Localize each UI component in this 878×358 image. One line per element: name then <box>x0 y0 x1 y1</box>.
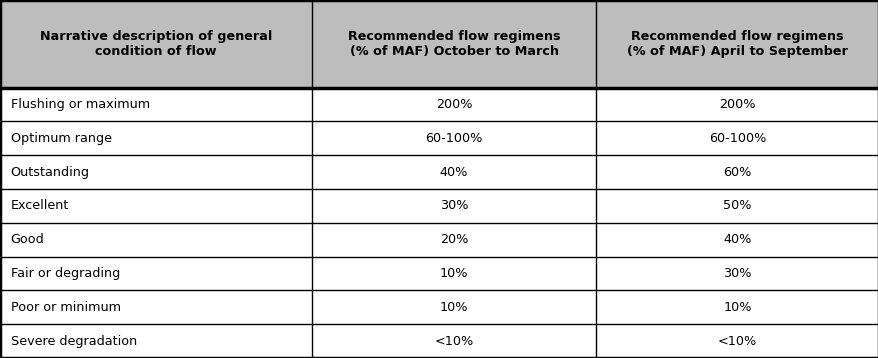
Bar <box>312 290 595 324</box>
Text: 60-100%: 60-100% <box>708 132 766 145</box>
Bar <box>0 155 312 189</box>
Bar <box>595 223 878 257</box>
Text: 40%: 40% <box>439 166 468 179</box>
Bar <box>0 0 312 88</box>
Text: 60%: 60% <box>723 166 751 179</box>
Text: Excellent: Excellent <box>11 199 68 212</box>
Text: <10%: <10% <box>434 335 473 348</box>
Text: Narrative description of general
condition of flow: Narrative description of general conditi… <box>40 30 272 58</box>
Text: Recommended flow regimens
(% of MAF) October to March: Recommended flow regimens (% of MAF) Oct… <box>348 30 559 58</box>
Text: 10%: 10% <box>723 301 751 314</box>
Text: Recommended flow regimens
(% of MAF) April to September: Recommended flow regimens (% of MAF) Apr… <box>626 30 847 58</box>
Text: 30%: 30% <box>439 199 468 212</box>
Bar <box>0 121 312 155</box>
Bar <box>595 0 878 88</box>
Text: Outstanding: Outstanding <box>11 166 90 179</box>
Bar <box>0 290 312 324</box>
Text: 200%: 200% <box>435 98 471 111</box>
Bar <box>595 88 878 121</box>
Text: Optimum range: Optimum range <box>11 132 112 145</box>
Bar <box>595 290 878 324</box>
Text: 60-100%: 60-100% <box>425 132 482 145</box>
Bar <box>0 88 312 121</box>
Bar <box>595 257 878 290</box>
Text: <10%: <10% <box>717 335 756 348</box>
Bar <box>595 121 878 155</box>
Bar <box>312 121 595 155</box>
Bar <box>0 257 312 290</box>
Bar <box>312 155 595 189</box>
Text: 10%: 10% <box>439 267 468 280</box>
Bar <box>312 223 595 257</box>
Text: 30%: 30% <box>723 267 751 280</box>
Text: Fair or degrading: Fair or degrading <box>11 267 119 280</box>
Bar <box>312 88 595 121</box>
Bar <box>595 155 878 189</box>
Text: Severe degradation: Severe degradation <box>11 335 137 348</box>
Text: Good: Good <box>11 233 44 246</box>
Text: 200%: 200% <box>718 98 755 111</box>
Text: 50%: 50% <box>723 199 751 212</box>
Bar <box>0 189 312 223</box>
Bar <box>312 0 595 88</box>
Bar <box>595 324 878 358</box>
Bar <box>312 324 595 358</box>
Bar <box>595 189 878 223</box>
Bar <box>0 324 312 358</box>
Text: 10%: 10% <box>439 301 468 314</box>
Bar <box>0 223 312 257</box>
Text: 40%: 40% <box>723 233 751 246</box>
Text: 20%: 20% <box>439 233 468 246</box>
Bar <box>312 189 595 223</box>
Bar <box>312 257 595 290</box>
Text: Poor or minimum: Poor or minimum <box>11 301 120 314</box>
Text: Flushing or maximum: Flushing or maximum <box>11 98 149 111</box>
